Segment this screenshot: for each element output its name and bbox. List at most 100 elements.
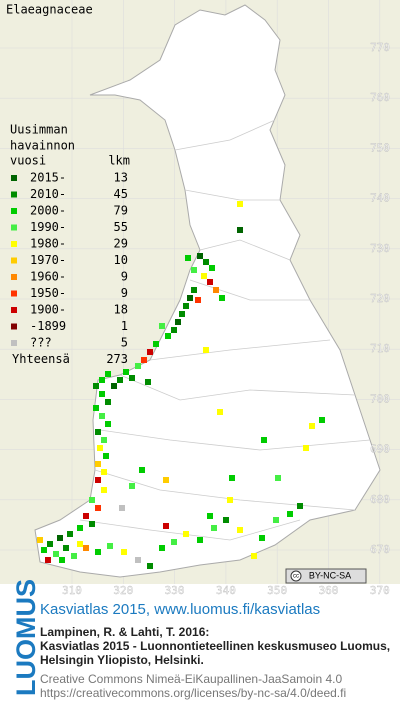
legend-count: 55 xyxy=(114,220,128,234)
occurrence xyxy=(135,557,141,563)
badge-circle xyxy=(290,570,302,582)
map-title: Elaeagnaceae xyxy=(6,3,93,17)
occurrence xyxy=(103,453,109,459)
occurrence xyxy=(41,547,47,553)
occurrence xyxy=(67,531,73,537)
occurrence xyxy=(207,513,213,519)
legend-label: 1960- xyxy=(30,270,66,284)
legend-label: 1990- xyxy=(30,220,66,234)
legend-label: 1950- xyxy=(30,286,66,300)
occurrence xyxy=(147,349,153,355)
occurrence xyxy=(229,475,235,481)
occurrence xyxy=(141,357,147,363)
occurrence xyxy=(319,417,325,423)
occurrence xyxy=(217,409,223,415)
occurrence xyxy=(93,383,99,389)
occurrence xyxy=(99,391,105,397)
occurrence xyxy=(101,469,107,475)
occurrence xyxy=(71,553,77,559)
x-grid-label: 370 xyxy=(370,584,390,597)
legend-swatch xyxy=(11,307,17,313)
legend-label: 1980- xyxy=(30,237,66,251)
x-grid-label: 310 xyxy=(62,584,82,597)
cc-badge: cc BY-NC-SA xyxy=(285,568,367,584)
legend-total: 273 xyxy=(106,352,128,366)
occurrence xyxy=(165,333,171,339)
y-grid-label: 670 xyxy=(370,543,390,556)
occurrence xyxy=(57,535,63,541)
legend-swatch xyxy=(11,224,17,231)
occurrence xyxy=(105,371,111,377)
legend-label: 1970- xyxy=(30,253,66,267)
occurrence xyxy=(99,377,105,383)
citation: Helsingin Yliopisto, Helsinki. xyxy=(40,653,204,667)
occurrence xyxy=(145,379,151,385)
y-grid-label: 710 xyxy=(370,342,390,355)
legend-label: 2015- xyxy=(30,171,66,185)
occurrence xyxy=(237,227,243,233)
x-grid-label: 320 xyxy=(113,584,133,597)
occurrence xyxy=(163,477,169,483)
occurrence xyxy=(101,487,107,493)
legend-count: 9 xyxy=(121,286,128,300)
occurrence xyxy=(187,295,193,301)
legend-header: havainnon xyxy=(10,139,75,153)
occurrence xyxy=(309,423,315,429)
occurrence xyxy=(83,545,89,551)
occurrence xyxy=(259,535,265,541)
finland-outline xyxy=(34,4,381,578)
occurrence xyxy=(185,255,191,261)
y-grid-label: 760 xyxy=(370,91,390,104)
occurrence xyxy=(191,267,197,273)
occurrence xyxy=(89,497,95,503)
x-grid-label: 350 xyxy=(267,584,287,597)
occurrence xyxy=(99,413,105,419)
occurrence xyxy=(183,303,189,309)
legend-swatch xyxy=(11,191,17,198)
region-borders xyxy=(79,119,371,541)
legend-swatch xyxy=(11,175,17,181)
occurrence xyxy=(45,557,51,563)
legend-count: 5 xyxy=(121,336,128,350)
legend-count-header: lkm xyxy=(108,154,130,168)
y-grid-label: 770 xyxy=(370,41,390,54)
occurrence xyxy=(261,437,267,443)
footer-link: Kasviatlas 2015, www.luomus.fi/kasviatla… xyxy=(40,601,320,618)
occurrence xyxy=(209,265,215,271)
occurrence xyxy=(83,513,89,519)
occurrence xyxy=(119,505,125,511)
occurrence xyxy=(47,541,53,547)
occurrence xyxy=(223,517,229,523)
legend-header: vuosi xyxy=(10,154,46,168)
occurrence xyxy=(203,259,209,265)
occurrence xyxy=(95,477,101,483)
x-grid-label: 330 xyxy=(165,584,185,597)
occurrence xyxy=(171,539,177,545)
occurrence xyxy=(207,279,213,285)
legend-label: 2000- xyxy=(30,204,66,218)
occurrence xyxy=(175,319,181,325)
occurrence xyxy=(179,311,185,317)
occurrence xyxy=(95,461,101,467)
occurrence xyxy=(159,323,165,329)
badge-cc: cc xyxy=(293,574,299,580)
occurrence xyxy=(77,541,83,547)
occurrence xyxy=(37,537,43,543)
occurrence xyxy=(121,549,127,555)
occurrence xyxy=(95,505,101,511)
legend-count: 10 xyxy=(114,253,128,267)
occurrence xyxy=(77,525,83,531)
occurrence xyxy=(101,437,107,443)
occurrence xyxy=(93,405,99,411)
occurrence xyxy=(59,557,65,563)
occurrence xyxy=(237,201,243,207)
y-grid-label: 700 xyxy=(370,392,390,405)
occurrence xyxy=(197,253,203,259)
badge-license: BY-NC-SA xyxy=(309,570,351,580)
legend-swatch xyxy=(11,208,17,214)
occurrence xyxy=(95,429,101,435)
occurrence xyxy=(183,531,189,537)
occurrence xyxy=(163,523,169,529)
